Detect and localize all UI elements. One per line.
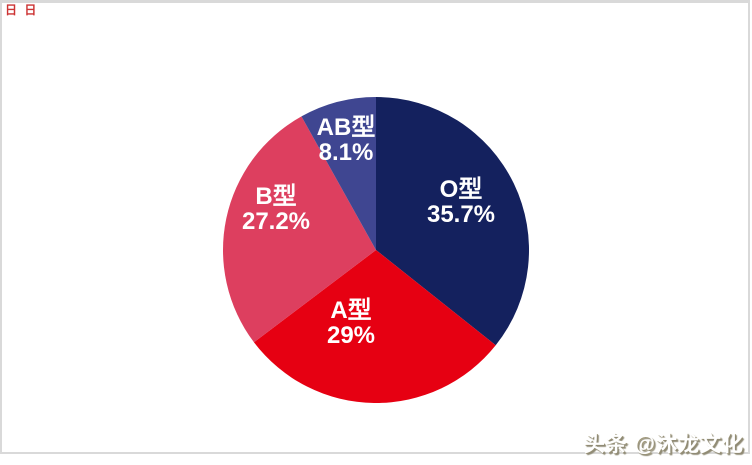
pie-slice-AB型 bbox=[301, 97, 376, 250]
pie-slice-B型 bbox=[223, 116, 376, 343]
corner-mark: 日 日 bbox=[5, 3, 39, 17]
pie-slice-A型 bbox=[253, 250, 496, 404]
watermark: 头条 @沐龙文化 bbox=[583, 433, 744, 456]
pie-slice-O型 bbox=[376, 97, 530, 346]
